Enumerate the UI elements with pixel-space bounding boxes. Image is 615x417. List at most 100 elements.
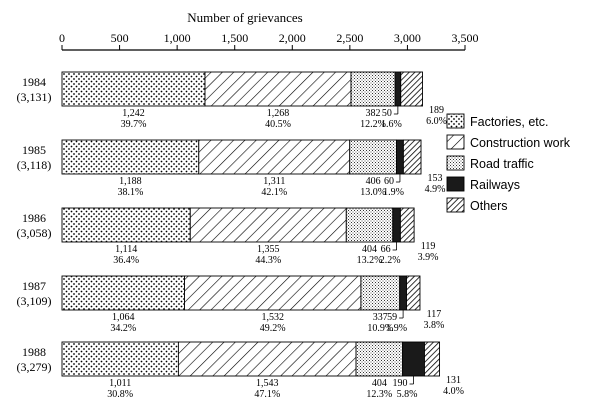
percent-label: 13.0%: [360, 187, 386, 198]
bar-segment: [204, 71, 352, 107]
percent-label: 1.6%: [381, 119, 402, 130]
bar-segment: [198, 139, 351, 175]
value-label: 66: [381, 244, 391, 255]
percent-label: 47.1%: [254, 389, 280, 400]
value-label: 1,311: [263, 176, 285, 187]
category-year-label: 1985: [22, 143, 46, 157]
percent-label: 42.1%: [261, 187, 287, 198]
legend-label: Road traffic: [470, 157, 534, 171]
legend: Factories, etc. Construction work Road tra…: [446, 113, 571, 213]
value-label: 189: [429, 105, 444, 116]
legend-label: Others: [470, 199, 508, 213]
percent-label: 34.2%: [110, 323, 136, 334]
value-label: 382: [366, 108, 381, 119]
bar-segment: [61, 71, 206, 107]
bar-segment: [400, 71, 423, 107]
percent-label: 10.9%: [367, 323, 393, 334]
category-total-label: (3,131): [17, 90, 52, 104]
x-axis-label: Number of grievances: [187, 10, 303, 25]
bar-segment: [355, 341, 404, 377]
bar-segment: [360, 275, 401, 311]
percent-label: 38.1%: [117, 187, 143, 198]
percent-label: 49.2%: [260, 323, 286, 334]
bar-segment: [394, 71, 402, 107]
category-total-label: (3,109): [17, 294, 52, 308]
percent-label: 39.7%: [121, 119, 147, 130]
bar-segment: [402, 139, 422, 175]
category-total-label: (3,279): [17, 360, 52, 374]
value-label: 1,532: [261, 312, 284, 323]
bar-segment: [61, 275, 185, 311]
percent-label: 3.8%: [424, 320, 445, 331]
x-tick-label: 0: [59, 31, 65, 45]
value-label: 131: [446, 375, 461, 386]
percent-label: 6.0%: [426, 116, 447, 127]
value-label: 337: [373, 312, 388, 323]
value-label: 1,242: [122, 108, 145, 119]
legend-label: Construction work: [470, 136, 571, 150]
percent-label: 40.5%: [265, 119, 291, 130]
value-label: 1,543: [256, 378, 279, 389]
value-label: 190: [393, 378, 408, 389]
value-label: 60: [384, 176, 394, 187]
value-label: 59: [387, 312, 397, 323]
value-label: 406: [366, 176, 381, 187]
x-tick-label: 1,000: [164, 31, 191, 45]
percent-label: 3.9%: [418, 252, 439, 263]
legend-swatch: [446, 134, 465, 150]
bar-segment: [189, 207, 347, 243]
bar-segment: [61, 139, 200, 175]
x-tick-label: 2,000: [279, 31, 306, 45]
bar-segment: [396, 139, 404, 175]
category-total-label: (3,058): [17, 226, 52, 240]
percent-label: 2.2%: [380, 255, 401, 266]
percent-label: 1.9%: [383, 187, 404, 198]
bar-segment: [350, 71, 396, 107]
value-label: 153: [428, 173, 443, 184]
legend-label: Railways: [470, 178, 520, 192]
percent-label: 13.2%: [357, 255, 383, 266]
bar-segment: [177, 341, 357, 377]
legend-swatch: [446, 113, 465, 129]
bar-segment: [424, 341, 441, 377]
legend-swatch: [446, 197, 465, 213]
category-year-label: 1984: [22, 75, 46, 89]
percent-label: 4.0%: [443, 386, 464, 397]
value-label: 50: [382, 108, 392, 119]
legend-swatch: [446, 176, 465, 192]
bar-segment: [406, 275, 421, 311]
value-label: 1,011: [109, 378, 131, 389]
x-axis: 0 500 1,000 1,500 2,000 2,500 3,000 3,500: [59, 31, 479, 51]
bar-segment: [349, 139, 397, 175]
x-tick-label: 500: [111, 31, 129, 45]
category-year-label: 1987: [22, 279, 46, 293]
percent-label: 12.2%: [360, 119, 386, 130]
x-tick-label: 3,500: [452, 31, 479, 45]
percent-label: 36.4%: [113, 255, 139, 266]
x-tick-label: 2,500: [336, 31, 363, 45]
percent-label: 1.9%: [386, 323, 407, 334]
x-tick-label: 1,500: [221, 31, 248, 45]
category-total-label: (3,118): [17, 158, 52, 172]
bar-segment: [61, 341, 179, 377]
value-label: 1,268: [267, 108, 290, 119]
category-year-label: 1988: [22, 345, 46, 359]
value-label: 1,064: [112, 312, 135, 323]
legend-label: Factories, etc.: [470, 115, 549, 129]
data-labels: 1984(3,131)1,24239.7%1,26840.5%38212.2%5…: [17, 75, 464, 400]
value-label: 119: [421, 241, 436, 252]
value-label: 1,188: [119, 176, 142, 187]
value-label: 404: [372, 378, 387, 389]
percent-label: 30.8%: [107, 389, 133, 400]
legend-swatch: [446, 155, 465, 171]
percent-label: 44.3%: [255, 255, 281, 266]
bar-segment: [402, 341, 425, 377]
bar-segment: [61, 207, 191, 243]
category-year-label: 1986: [22, 211, 46, 225]
percent-label: 12.3%: [366, 389, 392, 400]
bar-segment: [392, 207, 401, 243]
bar-segment: [184, 275, 362, 311]
value-label: 1,114: [115, 244, 137, 255]
bar-segment: [399, 275, 407, 311]
